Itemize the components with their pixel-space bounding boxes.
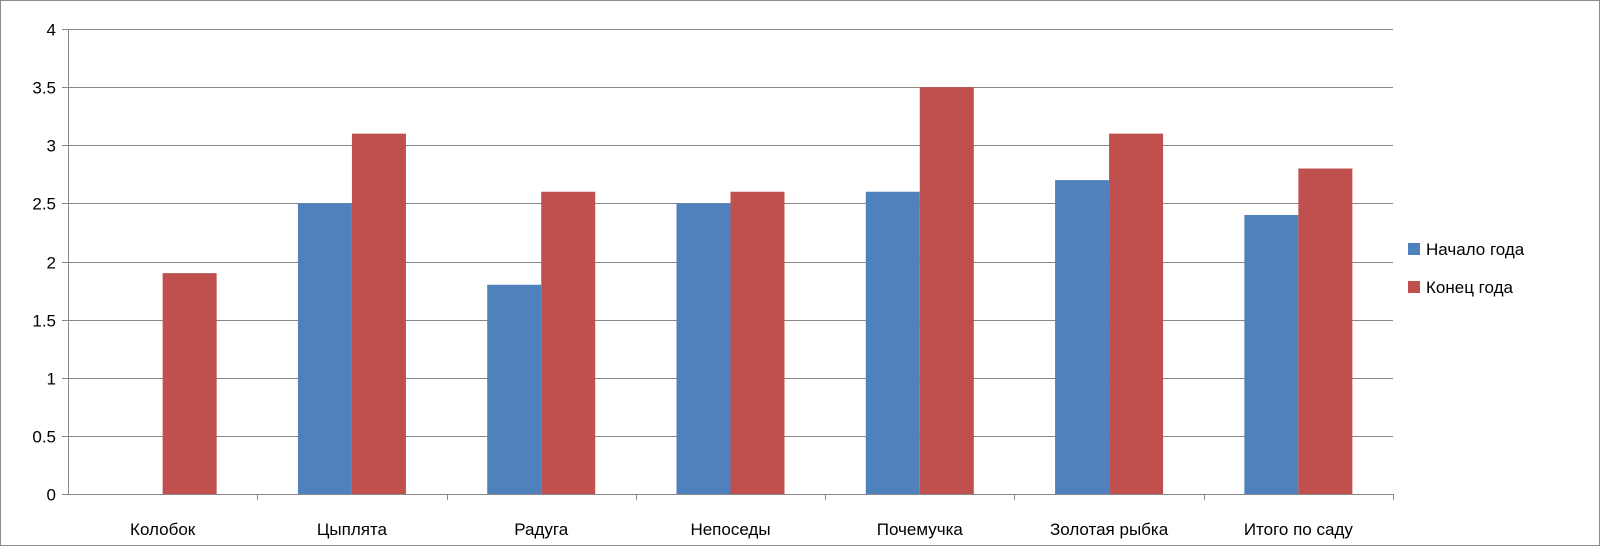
bar-start-of-year [487, 285, 541, 494]
bar-start-of-year [677, 203, 731, 494]
x-tick-label: Цыплята [317, 520, 388, 539]
y-tick-label: 0 [47, 486, 56, 505]
bar-end-of-year [541, 192, 595, 494]
y-tick-label: 3 [47, 137, 56, 156]
y-tick-label: 0.5 [32, 428, 56, 447]
bar-end-of-year [731, 192, 785, 494]
x-tick-label: Итого по саду [1244, 520, 1354, 539]
bar-end-of-year [352, 134, 406, 494]
y-tick-label: 3.5 [32, 79, 56, 98]
y-tick-label: 2.5 [32, 195, 56, 214]
y-tick-label: 4 [47, 21, 56, 40]
x-tick-label: Радуга [514, 520, 568, 539]
bar-end-of-year [163, 273, 217, 494]
bar-start-of-year [298, 203, 352, 494]
bar-start-of-year [1055, 180, 1109, 494]
bar-end-of-year [1298, 169, 1352, 495]
bar-start-of-year [866, 192, 920, 494]
x-tick-label: Непоседы [690, 520, 770, 539]
x-tick-label: Колобок [130, 520, 196, 539]
x-tick-label: Золотая рыбка [1050, 520, 1169, 539]
y-tick-label: 2 [47, 254, 56, 273]
legend-label: Начало года [1426, 240, 1525, 259]
legend-label: Конец года [1426, 278, 1513, 297]
legend-swatch [1408, 281, 1420, 293]
x-tick-label: Почемучка [877, 520, 964, 539]
bar-end-of-year [920, 87, 974, 494]
bar-start-of-year [1244, 215, 1298, 494]
legend-swatch [1408, 243, 1420, 255]
bar-end-of-year [1109, 134, 1163, 494]
y-tick-label: 1 [47, 370, 56, 389]
y-tick-label: 1.5 [32, 312, 56, 331]
